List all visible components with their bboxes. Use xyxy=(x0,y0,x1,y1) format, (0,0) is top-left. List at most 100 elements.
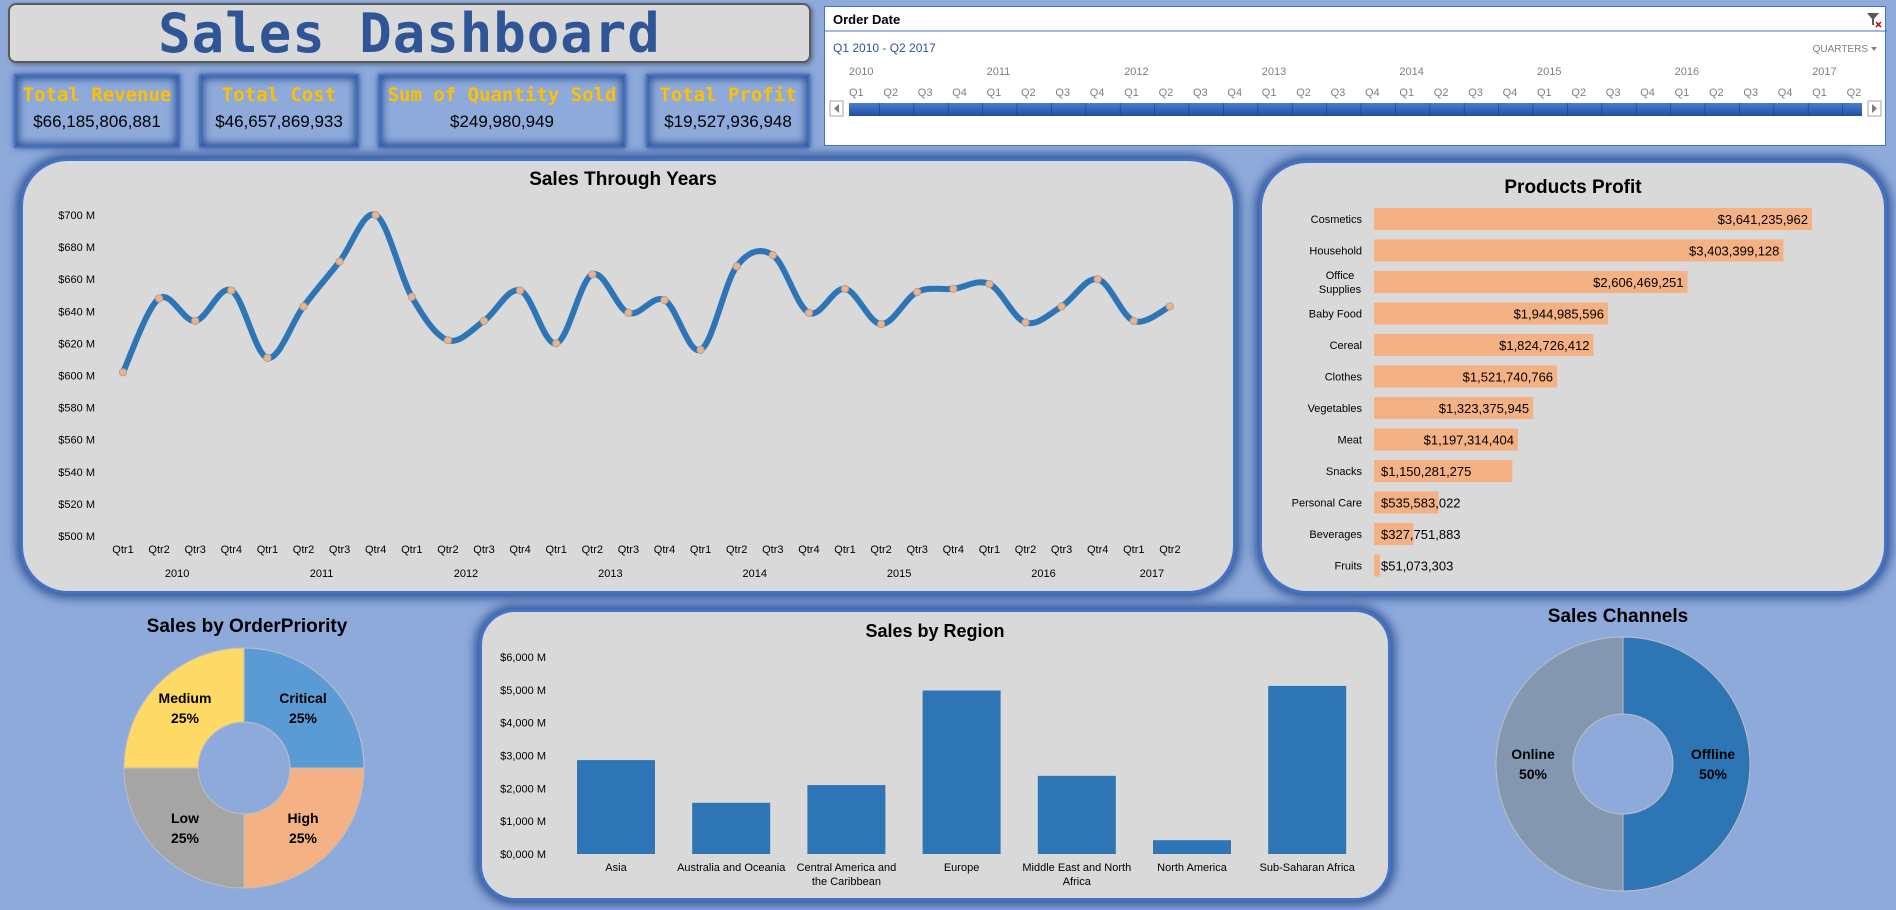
line-x-tick-label: Qtr1 xyxy=(257,544,278,556)
line-data-point xyxy=(588,270,597,279)
slicer-quarter-label[interactable]: Q1 xyxy=(849,87,864,99)
profit-data-label: $327,751,883 xyxy=(1381,527,1461,542)
slicer-quarter-label[interactable]: Q3 xyxy=(1743,87,1758,99)
line-data-point xyxy=(118,368,128,377)
profit-data-label: $1,944,985,596 xyxy=(1514,307,1604,322)
slicer-level[interactable]: QUARTERS xyxy=(1813,44,1869,55)
timeline-selection-bar[interactable] xyxy=(849,103,1862,116)
profit-category-label: Office xyxy=(1326,270,1355,282)
profit-category-label: Household xyxy=(1309,246,1362,258)
region-category-label: the Caribbean xyxy=(812,876,881,888)
slicer-quarter-label[interactable]: Q3 xyxy=(1055,87,1070,99)
sales-channels-chart: Sales Channels Offline 50% Online 50% xyxy=(1475,602,1775,902)
donut-label-pct: 25% xyxy=(171,710,200,726)
slicer-quarter-label[interactable]: Q1 xyxy=(1399,87,1414,99)
slicer-quarter-label[interactable]: Q1 xyxy=(1675,87,1690,99)
slicer-quarter-label[interactable]: Q4 xyxy=(1090,87,1105,99)
slicer-quarter-label[interactable]: Q2 xyxy=(883,87,898,99)
clear-filter-icon[interactable] xyxy=(1867,13,1882,28)
slicer-quarter-label[interactable]: Q3 xyxy=(1606,87,1621,99)
line-x-tick-label: Qtr3 xyxy=(184,544,205,556)
line-data-point xyxy=(624,308,633,318)
slicer-quarter-label[interactable]: Q2 xyxy=(1021,87,1036,99)
profit-category-label: Clothes xyxy=(1325,372,1363,384)
line-data-point xyxy=(263,353,272,362)
line-x-tick-label: Qtr1 xyxy=(834,544,855,556)
profit-bar xyxy=(1374,334,1594,356)
profit-bar xyxy=(1374,239,1784,262)
slicer-quarter-label[interactable]: Q2 xyxy=(1847,87,1862,99)
slicer-quarter-label[interactable]: Q1 xyxy=(1537,87,1552,99)
line-data-point xyxy=(768,251,777,260)
line-x-tick-label: Qtr1 xyxy=(112,544,133,556)
slicer-quarter-label[interactable]: Q4 xyxy=(1365,87,1380,99)
slicer-quarter-label[interactable]: Q2 xyxy=(1434,87,1449,99)
profit-data-label: $535,583,022 xyxy=(1381,496,1461,511)
profit-bar xyxy=(1374,365,1558,388)
slicer-quarter-label[interactable]: Q2 xyxy=(1571,87,1586,99)
line-data-point xyxy=(877,320,886,329)
scroll-left-icon xyxy=(834,104,839,113)
slicer-quarter-label[interactable]: Q2 xyxy=(1709,87,1724,99)
profit-category-label: Vegetables xyxy=(1308,403,1363,415)
slicer-quarter-label[interactable]: Q4 xyxy=(1640,87,1655,99)
line-x-tick-label: Qtr3 xyxy=(329,544,350,556)
slicer-quarter-label[interactable]: Q3 xyxy=(1468,87,1483,99)
kpi-value: $249,980,949 xyxy=(450,112,554,131)
line-data-point xyxy=(155,294,164,303)
slicer-quarter-label[interactable]: Q1 xyxy=(1262,87,1277,99)
slicer-quarter-label[interactable]: Q3 xyxy=(1331,87,1346,99)
slicer-quarter-label[interactable]: Q3 xyxy=(1193,87,1208,99)
slicer-quarter-label[interactable]: Q1 xyxy=(987,87,1002,99)
line-x-tick-label: Qtr2 xyxy=(437,544,458,556)
slicer-quarter-label[interactable]: Q2 xyxy=(1296,87,1311,99)
profit-data-label: $3,641,235,962 xyxy=(1718,212,1808,227)
line-x-tick-label: Qtr3 xyxy=(762,544,783,556)
profit-category-label: Snacks xyxy=(1326,466,1363,478)
profit-data-label: $1,197,314,404 xyxy=(1424,433,1514,448)
kpi-card-quantity-sold: Sum of Quantity Sold $249,980,949 xyxy=(378,74,626,148)
profit-category-label-line2: Supplies xyxy=(1319,284,1362,296)
line-x-tick-label: Qtr2 xyxy=(1015,544,1036,556)
region-y-tick-label: $5,000 M xyxy=(500,685,546,697)
line-data-point xyxy=(407,292,416,301)
slicer-quarter-label[interactable]: Q1 xyxy=(1124,87,1139,99)
line-x-year-label: 2016 xyxy=(1031,568,1055,580)
slicer-quarter-label[interactable]: Q4 xyxy=(1227,87,1242,99)
line-data-point xyxy=(1021,318,1030,327)
order-date-slicer[interactable]: Order Date Q1 2010 - Q2 2017 QUARTERS 20… xyxy=(824,6,1887,146)
region-chart-title: Sales by Region xyxy=(865,621,1004,641)
donut-label-pct: 25% xyxy=(171,830,200,846)
line-data-point xyxy=(371,210,380,220)
channels-donut-svg: Sales Channels Offline 50% Online 50% xyxy=(1495,606,1751,892)
kpi-card-total-revenue: Total Revenue $66,185,806,881 xyxy=(14,74,180,148)
line-x-tick-label: Qtr4 xyxy=(1087,544,1108,556)
profit-data-label: $1,521,740,766 xyxy=(1463,370,1553,385)
timeline-selection-fill[interactable] xyxy=(849,103,1862,116)
region-category-label: Sub-Saharan Africa xyxy=(1260,862,1356,874)
line-x-tick-label: Qtr4 xyxy=(509,544,530,556)
slicer-quarter-label[interactable]: Q4 xyxy=(1503,87,1518,99)
line-x-tick-label: Qtr4 xyxy=(221,544,242,556)
line-x-tick-label: Qtr3 xyxy=(618,544,639,556)
donut-label-pct: 25% xyxy=(289,830,318,846)
line-x-tick-label: Qtr3 xyxy=(473,544,494,556)
line-y-tick-label: $600 M xyxy=(58,371,95,383)
donut-label-name: High xyxy=(287,810,318,826)
line-data-point xyxy=(516,286,525,295)
chevron-down-icon[interactable] xyxy=(1871,47,1877,51)
line-chart-title: Sales Through Years xyxy=(529,169,717,190)
slicer-quarter-label[interactable]: Q4 xyxy=(1778,87,1793,99)
products-profit-panel: Products Profit Cosmetics $3,641,235,962 H… xyxy=(1259,160,1887,594)
donut-slice-medium xyxy=(123,647,245,769)
slicer-quarter-label[interactable]: Q3 xyxy=(918,87,933,99)
region-category-label: Middle East and North xyxy=(1022,862,1131,874)
slicer-quarter-label[interactable]: Q1 xyxy=(1812,87,1827,99)
slicer-quarter-label[interactable]: Q2 xyxy=(1159,87,1174,99)
line-x-tick-label: Qtr1 xyxy=(1123,544,1144,556)
kpi-card-total-profit: Total Profit $19,527,936,948 xyxy=(646,74,810,148)
slicer-quarter-label[interactable]: Q4 xyxy=(952,87,967,99)
profit-category-label: Fruits xyxy=(1335,561,1363,573)
line-x-year-label: 2011 xyxy=(310,568,334,580)
profit-data-label: $1,323,375,945 xyxy=(1439,401,1529,416)
